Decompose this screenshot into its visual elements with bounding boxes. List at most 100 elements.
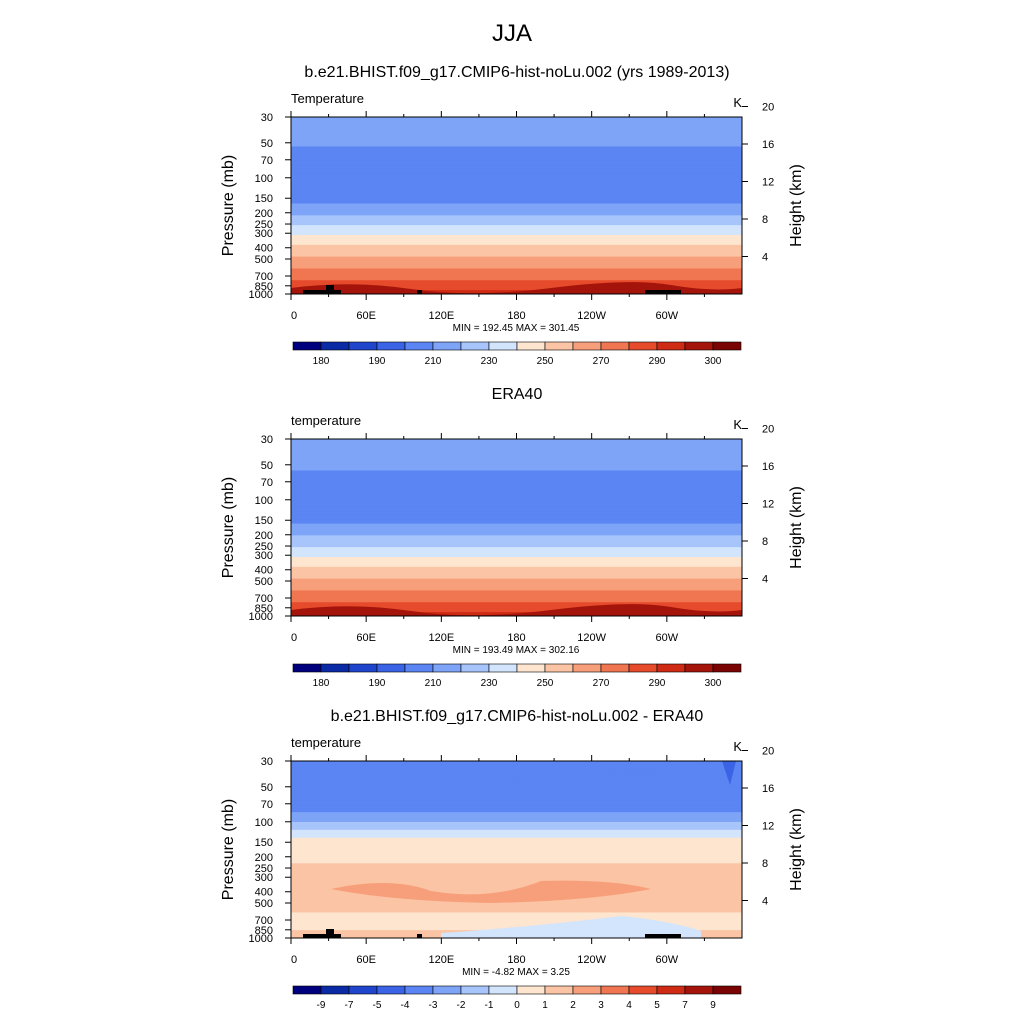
colorbar-segment: [404, 341, 434, 351]
y-tick-label: 50: [261, 782, 273, 794]
field-band: [291, 470, 742, 474]
field-band: [291, 849, 742, 853]
field-band: [291, 507, 742, 511]
field-band: [291, 160, 742, 163]
field-band: [291, 276, 742, 279]
field-band: [291, 120, 742, 124]
field-band: [291, 446, 742, 450]
y-tick-label: 70: [261, 155, 273, 167]
colorbar-tick-label: 230: [481, 678, 498, 689]
field-band: [291, 831, 742, 835]
colorbar-segment: [292, 985, 322, 995]
y-right-tick-label: 12: [762, 821, 774, 833]
y-tick-label: 850: [255, 603, 273, 615]
field-band: [291, 882, 742, 886]
min-max-stats: MIN = 192.45 MAX = 301.45: [453, 323, 580, 334]
topography-mask: [645, 290, 681, 294]
field-band: [291, 590, 742, 593]
field-band: [291, 132, 742, 136]
colorbar-segment: [320, 985, 350, 995]
colorbar-segment: [460, 341, 490, 351]
field-band: [291, 256, 742, 260]
colorbar-segment: [348, 663, 378, 673]
y-tick-label: 300: [255, 872, 273, 884]
y-tick-label: 300: [255, 550, 273, 562]
field-band: [291, 176, 742, 179]
field-band: [291, 558, 742, 562]
field-band: [291, 439, 742, 442]
field-band: [291, 582, 742, 586]
upper-anomaly-region: [291, 761, 742, 783]
field-band: [291, 875, 742, 878]
y-tick-label: 500: [255, 576, 273, 588]
colorbar-segment: [656, 985, 686, 995]
colorbar-segment: [628, 663, 658, 673]
field-band: [291, 796, 742, 799]
field-band: [291, 456, 742, 460]
y-tick-label: 700: [255, 915, 273, 927]
field-band: [291, 264, 742, 268]
x-tick-label: 120W: [577, 632, 606, 644]
field-band: [291, 274, 742, 277]
y-tick-label: 850: [255, 281, 273, 293]
field-band: [291, 252, 742, 256]
y-tick-label: 250: [255, 219, 273, 231]
field-band: [291, 922, 742, 925]
y-tick-label: 50: [261, 460, 273, 472]
field-band: [291, 448, 742, 452]
field-band: [291, 798, 742, 801]
field-band: [291, 284, 742, 287]
field-band: [291, 511, 742, 515]
field-band: [291, 166, 742, 169]
colorbar-tick-label: 270: [593, 356, 610, 367]
min-max-stats: MIN = -4.82 MAX = 3.25: [462, 967, 570, 978]
colorbar-segment: [460, 985, 490, 995]
field-band: [291, 547, 742, 550]
colorbar-segment: [404, 663, 434, 673]
field-band: [291, 138, 742, 142]
field-band: [291, 610, 742, 613]
field-band: [291, 486, 742, 489]
field-band: [291, 201, 742, 205]
y-right-tick-label: 8: [762, 858, 768, 870]
y-axis-label: Pressure (mb): [220, 155, 237, 256]
field-band: [291, 820, 742, 823]
field-band: [291, 837, 742, 841]
field-band: [291, 217, 742, 220]
field-band: [291, 553, 742, 556]
colorbar-segment: [460, 663, 490, 673]
surface-warm-region: [291, 282, 742, 294]
y-right-tick-label: 12: [762, 499, 774, 511]
colorbar-tick-label: 9: [710, 1000, 716, 1011]
variable-label: temperature: [291, 735, 361, 750]
colorbar-segment: [432, 341, 462, 351]
field-band: [291, 130, 742, 134]
y-tick-label: 250: [255, 863, 273, 875]
field-band: [291, 549, 742, 552]
field-band: [291, 494, 742, 497]
colorbar-tick-label: 230: [481, 356, 498, 367]
y-tick-label: 150: [255, 193, 273, 205]
y-tick-label: 700: [255, 271, 273, 283]
field-band: [291, 174, 742, 177]
field-band: [291, 786, 742, 790]
y-axis-label: Pressure (mb): [220, 799, 237, 900]
panel-title-difference: b.e21.BHIST.f09_g17.CMIP6-hist-noLu.002 …: [330, 708, 704, 725]
field-band: [291, 172, 742, 175]
field-band: [291, 242, 742, 246]
colorbar-segment: [292, 663, 322, 673]
field-band: [291, 515, 742, 519]
y-tick-label: 300: [255, 228, 273, 240]
field-band: [291, 788, 742, 792]
field-band: [291, 503, 742, 507]
colorbar-segment: [348, 985, 378, 995]
x-tick-label: 180: [507, 954, 525, 966]
y-tick-label: 200: [255, 530, 273, 542]
colorbar-tick-label: 250: [537, 356, 554, 367]
field-band: [291, 266, 742, 270]
field-band: [291, 784, 742, 788]
field-band: [291, 460, 742, 464]
field-band: [291, 920, 742, 923]
field-band: [291, 490, 742, 493]
field-band: [291, 258, 742, 262]
